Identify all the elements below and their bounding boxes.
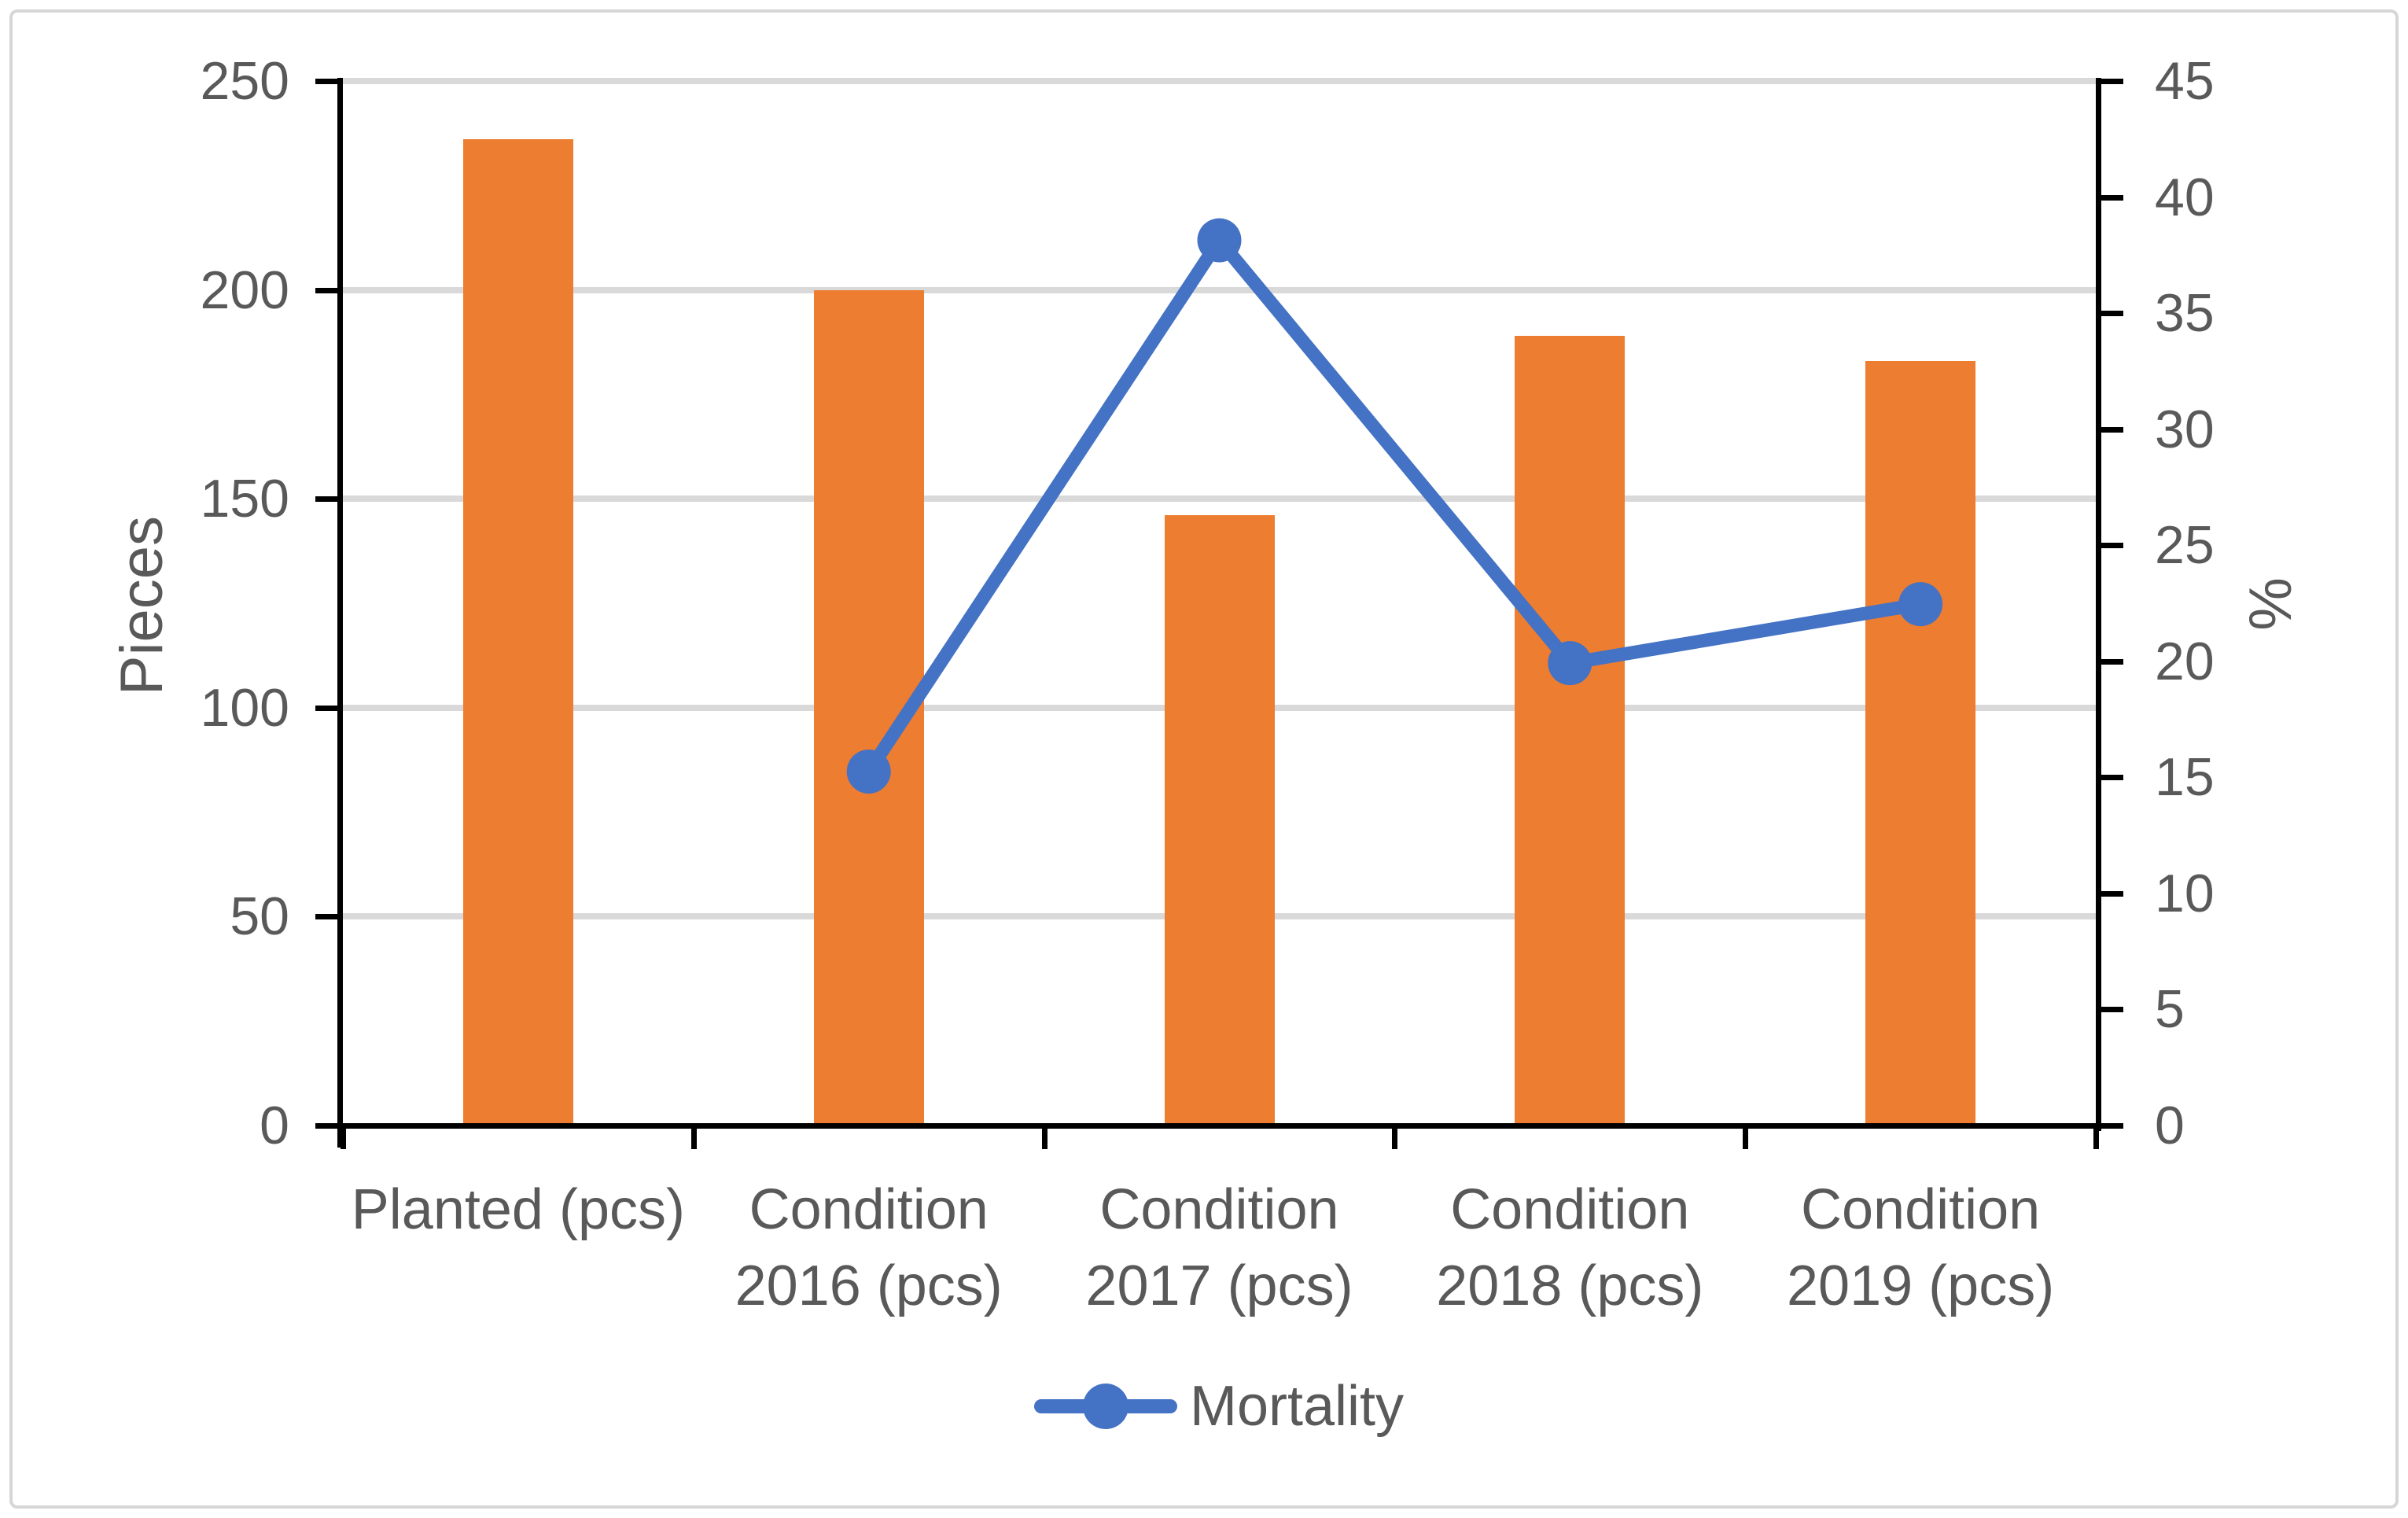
chart-border	[9, 9, 2399, 1509]
left-axis-tick-200	[315, 287, 337, 293]
right-axis-tick-0	[2101, 1123, 2123, 1129]
mortality-marker-2018	[1548, 641, 1592, 686]
x-axis-line	[321, 1123, 2101, 1129]
legend-line-circle-icon	[1033, 1384, 1177, 1429]
left-axis-line	[337, 78, 343, 1148]
right-axis-line	[2096, 78, 2101, 1131]
category-label-line: 2016 (pcs)	[735, 1255, 1003, 1317]
left-axis-tick-50	[315, 914, 337, 920]
category-label-1: Planted (pcs)	[343, 1172, 694, 1248]
left-axis-tick-label-100: 100	[200, 677, 289, 738]
category-label-line: Condition	[749, 1178, 989, 1241]
category-label-line: Condition	[1800, 1178, 2041, 1241]
x-axis-boundary-tick-4	[1743, 1126, 1749, 1149]
right-axis-tick-10	[2101, 890, 2123, 897]
category-label-line: 2018 (pcs)	[1436, 1255, 1704, 1317]
x-axis-boundary-tick-0	[341, 1126, 346, 1149]
category-label-line: Condition	[1450, 1178, 1690, 1241]
category-label-line: Condition	[1099, 1178, 1339, 1241]
right-axis-tick-45	[2101, 79, 2123, 84]
gridline-200	[343, 286, 2096, 293]
right-axis-tick-20	[2101, 658, 2123, 665]
x-axis-boundary-tick-1	[690, 1126, 697, 1149]
right-axis-title: %	[2237, 577, 2304, 631]
right-axis-tick-label-45: 45	[2155, 51, 2215, 111]
right-axis-tick-40	[2101, 194, 2123, 201]
right-axis-tick-5	[2101, 1007, 2123, 1013]
mortality-marker-2019	[1898, 582, 1943, 627]
legend-circle-dot	[1082, 1384, 1129, 1429]
mortality-marker-2016	[846, 749, 891, 794]
right-axis-tick-25	[2101, 543, 2123, 549]
gridline-150	[343, 496, 2096, 503]
bar-condition-2018-pcs-	[1515, 336, 1626, 1126]
mortality-line	[862, 233, 1928, 779]
mortality-marker-2017	[1197, 218, 1242, 263]
right-axis-tick-label-5: 5	[2155, 979, 2185, 1040]
right-axis-tick-label-40: 40	[2155, 167, 2215, 227]
left-axis-title: Pieces	[108, 515, 175, 696]
left-axis-tick-label-150: 150	[200, 469, 289, 529]
category-label-5: Condition 2019 (pcs)	[1745, 1172, 2096, 1325]
left-axis-tick-label-250: 250	[200, 51, 289, 111]
x-axis-boundary-tick-3	[1392, 1126, 1398, 1149]
right-axis-tick-label-10: 10	[2155, 863, 2215, 923]
x-axis-boundary-tick-5	[2093, 1126, 2099, 1149]
gridline-250	[343, 78, 2096, 84]
left-axis-tick-0	[315, 1123, 337, 1129]
x-axis-boundary-tick-2	[1041, 1126, 1048, 1149]
legend-label: Mortality	[1189, 1375, 1405, 1438]
right-axis-tick-label-25: 25	[2155, 515, 2215, 576]
left-axis-tick-250	[315, 79, 337, 84]
right-axis-tick-label-20: 20	[2155, 631, 2215, 691]
left-axis-tick-150	[315, 496, 337, 503]
left-axis-tick-100	[315, 705, 337, 711]
right-axis-tick-15	[2101, 775, 2123, 781]
left-axis-tick-label-50: 50	[230, 886, 289, 947]
category-label-4: Condition 2018 (pcs)	[1394, 1172, 1745, 1325]
category-label-line: 2017 (pcs)	[1085, 1255, 1353, 1317]
right-axis-tick-label-30: 30	[2155, 399, 2215, 459]
right-axis-tick-35	[2101, 311, 2123, 317]
right-axis-tick-label-0: 0	[2155, 1096, 2185, 1155]
legend: Mortality	[904, 1365, 1534, 1447]
right-axis-tick-label-35: 35	[2155, 283, 2215, 344]
category-label-line: Planted (pcs)	[351, 1178, 685, 1241]
left-axis-tick-label-200: 200	[200, 260, 289, 320]
right-axis-tick-30	[2101, 426, 2123, 433]
bar-planted-pcs-	[462, 139, 573, 1126]
category-label-line: 2019 (pcs)	[1787, 1255, 2055, 1317]
bar-condition-2017-pcs-	[1164, 515, 1275, 1126]
category-label-2: Condition 2016 (pcs)	[694, 1172, 1044, 1325]
right-axis-tick-label-15: 15	[2155, 747, 2215, 808]
left-axis-tick-label-0: 0	[260, 1096, 289, 1155]
bar-condition-2019-pcs-	[1865, 360, 1976, 1126]
category-label-3: Condition 2017 (pcs)	[1044, 1172, 1395, 1325]
